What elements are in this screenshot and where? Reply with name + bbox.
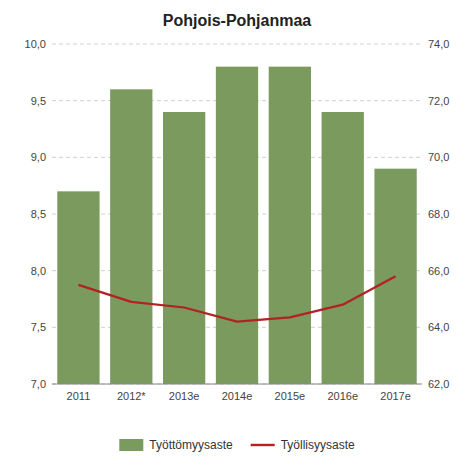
- bar: [216, 67, 258, 384]
- y-tick-label: 9,5: [31, 95, 46, 107]
- x-tick-label: 2014e: [222, 390, 253, 402]
- x-tick-label: 2017e: [380, 390, 411, 402]
- y-tick-label: 7,5: [31, 321, 46, 333]
- legend: Työttömyysaste Työllisyysaste: [119, 438, 355, 452]
- grid-line: [52, 384, 422, 385]
- y-tick-label: 10,0: [25, 38, 46, 50]
- grid-line: [52, 44, 422, 45]
- legend-label: Työttömyysaste: [149, 438, 233, 452]
- line: [78, 276, 395, 321]
- y2-tick-label: 74,0: [428, 38, 449, 50]
- chart: Pohjois-Pohjanmaa 7,0 7,5 8,0 8,5 9,0 9,5 10,0 6…: [0, 0, 474, 474]
- legend-swatch: [251, 444, 275, 446]
- title: Pohjois-Pohjanmaa: [163, 12, 312, 29]
- y-tick-label: 7,0: [31, 378, 46, 390]
- legend-swatch: [119, 439, 143, 451]
- legend-label: Työllisyysaste: [281, 438, 355, 452]
- y2-tick-label: 68,0: [428, 208, 449, 220]
- y2-tick-label: 72,0: [428, 95, 449, 107]
- grid: [52, 44, 422, 384]
- x-tick-label: 2012*: [117, 390, 146, 402]
- y-tick-label: 8,0: [31, 265, 46, 277]
- y-tick-label: 8,5: [31, 208, 46, 220]
- x-axis-line: [52, 384, 422, 385]
- y2-tick-label: 64,0: [428, 321, 449, 333]
- y-tick-label: 9,0: [31, 151, 46, 163]
- bar: [110, 89, 152, 384]
- bar: [269, 67, 311, 384]
- y2-tick-label: 62,0: [428, 378, 449, 390]
- x-tick-label: 2013e: [169, 390, 200, 402]
- y2-tick-label: 70,0: [428, 151, 449, 163]
- x-tick-label: 2015e: [275, 390, 306, 402]
- bar: [322, 112, 364, 384]
- bar: [163, 112, 205, 384]
- plot-area: [57, 67, 416, 384]
- y2-tick-label: 66,0: [428, 265, 449, 277]
- x-tick-label: 2016e: [327, 390, 358, 402]
- bar: [57, 191, 99, 384]
- x-tick-label: 2011: [67, 390, 91, 402]
